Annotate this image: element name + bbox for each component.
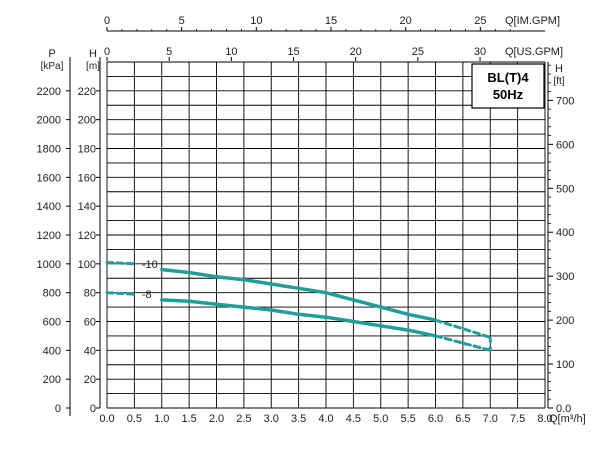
series-10-start-dashed-line [105,260,136,266]
top-axis-2-tick-label: 25 [412,46,424,58]
left-axis-m-tick-label: 0 [90,403,96,415]
left-axis-m-tick-label: 80 [84,288,96,300]
axes: 0.0 0.5 1.0 1.5 2.0 2.5 3.0 3.5 4.0 4.5 5.0 5.5 6.0 6… [37,15,586,425]
chart-title: BL(T)4 [487,70,529,85]
left-axis-kpa-tick-label: 0 [55,403,61,415]
right-axis-tick-label: 200 [556,315,574,327]
title-box-frame [471,63,545,109]
top-axis-2-tick-label: 5 [166,46,172,58]
top-axis-1-tick-label: 20 [400,15,412,27]
left-axis-m-tick-label: 180 [78,144,96,156]
x-tick-label: 6.0 [428,413,443,425]
x-tick-label: 3.0 [264,413,279,425]
x-tick-label: 0.0 [99,413,114,425]
x-tick-label: 2.0 [209,413,224,425]
top-axis-1-tick-label: 10 [250,15,262,27]
top-axis-2-tick-label: 20 [350,46,362,58]
series-10-end-dashed-line [434,318,492,339]
labels: -10 -8 [142,259,158,301]
x-tick-label: 4.0 [318,413,333,425]
x-tick-label: 1.5 [181,413,196,425]
right-axis-tick-label: 600 [556,139,574,151]
series-10-line [160,267,438,322]
series-8-line [160,298,438,338]
x-tick-label: 7.5 [510,413,525,425]
series-8-end-dashed-line [434,334,492,352]
top-axis-2-tick-label: 30 [474,46,486,58]
x-tick-label: 3.5 [291,413,306,425]
left-axis-kpa-tick-label: 1800 [37,144,61,156]
left-axis-kpa-tick-label: 200 [43,374,61,386]
left-axis-kpa-tick-label: 400 [43,345,61,357]
left-axis-kpa-tick-label: 2200 [37,86,61,98]
left-axis-kpa-tick-label: 1200 [37,230,61,242]
left-axis-m-tick-label: 20 [84,374,96,386]
right-axis-tick-label: 100 [556,359,574,371]
series-layer [105,260,492,352]
left-axis-m-tick-label: 140 [78,201,96,213]
x-tick-label: 4.5 [346,413,361,425]
x-tick-label: 2.5 [236,413,251,425]
left-axis-kpa-tick-label: 1600 [37,172,61,184]
top-axis-1-tick-label: 25 [474,15,486,27]
top-axis-2-tick-label: 10 [225,46,237,58]
top-axis-1-tick-label: 15 [325,15,337,27]
top-axis-1-label: Q[IM.GPM] [505,15,560,27]
left-axis-m-tick-label: 120 [78,230,96,242]
left-axis-kpa-label: P [48,48,55,60]
left-axis-m-tick-label: 220 [78,86,96,98]
title-box: BL(T)4 50Hz [471,63,545,109]
right-axis-tick-label: 0.0 [556,403,571,415]
series-8-curve-label: -8 [142,289,152,301]
x-tick-label: 5.5 [400,413,415,425]
chart-subtitle: 50Hz [493,87,524,102]
x-tick-label: 8.0 [537,413,552,425]
grid [106,61,546,409]
left-axis-m-unit: [m] [86,61,100,72]
left-axis-m-tick-label: 40 [84,345,96,357]
left-axis-kpa-tick-label: 600 [43,317,61,329]
right-axis-unit: [ft] [553,76,564,87]
right-axis-tick-label: 400 [556,227,574,239]
top-axis-2-label: Q[US.GPM] [505,46,563,58]
left-axis-m-tick-label: 100 [78,259,96,271]
top-axis-1-tick-label: 0 [104,15,110,27]
left-axis-kpa-tick-label: 800 [43,288,61,300]
right-axis-label: H [555,63,563,75]
right-axis-tick-label: 700 [556,95,574,107]
x-tick-label: 0.5 [127,413,142,425]
series-8-start-dashed-line [105,291,136,296]
series-10-curve-label: -10 [142,259,158,271]
left-axis-kpa-unit: [kPa] [41,61,64,72]
left-axis-m-tick-label: 200 [78,115,96,127]
left-axis-kpa-tick-label: 2000 [37,115,61,127]
left-axis-kpa-tick-label: 1400 [37,201,61,213]
left-axis-m-label: H [89,48,97,60]
top-axis-2-tick-label: 15 [287,46,299,58]
left-axis-kpa-tick-label: 1000 [37,259,61,271]
left-axis-m-tick-label: 60 [84,317,96,329]
top-axis-1-tick-label: 5 [179,15,185,27]
x-tick-label: 1.0 [154,413,169,425]
left-axis-m-tick-label: 160 [78,172,96,184]
right-axis-tick-label: 300 [556,271,574,283]
x-axis-label: Q[m³/h] [549,413,586,425]
x-tick-label: 5.0 [373,413,388,425]
top-axis-2-tick-label: 0 [104,46,110,58]
x-tick-label: 6.5 [455,413,470,425]
x-tick-label: 7.0 [483,413,498,425]
right-axis-tick-label: 500 [556,183,574,195]
